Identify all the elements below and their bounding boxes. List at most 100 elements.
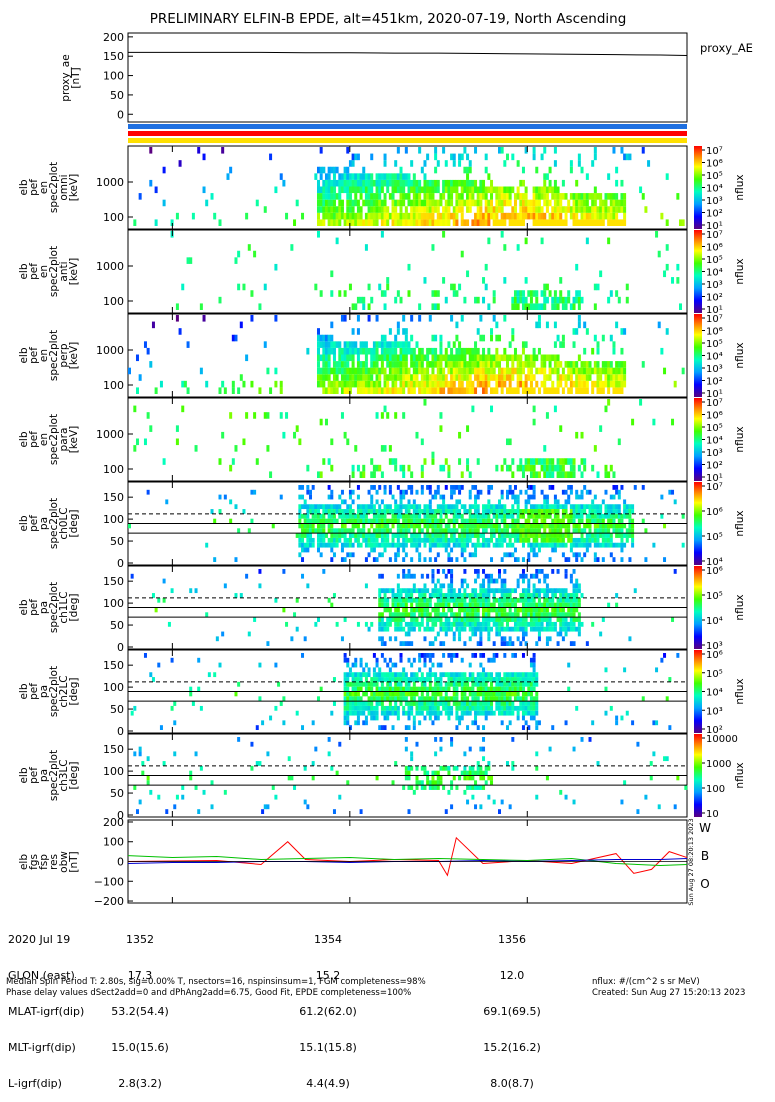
heatmap-cell bbox=[354, 672, 357, 677]
heatmap-cell bbox=[418, 528, 421, 533]
heatmap-cell bbox=[400, 514, 403, 519]
heatmap-cell bbox=[277, 682, 280, 687]
heatmap-cell bbox=[415, 213, 418, 220]
heatmap-cell bbox=[479, 677, 482, 682]
heatmap-cell bbox=[445, 612, 448, 617]
panel-frame bbox=[128, 230, 687, 313]
heatmap-cell bbox=[546, 219, 549, 226]
heatmap-cell bbox=[445, 598, 448, 603]
heatmap-cell bbox=[503, 608, 506, 613]
heatmap-cell bbox=[554, 538, 557, 543]
heatmap-cell bbox=[378, 627, 381, 632]
heatmap-cell bbox=[312, 509, 315, 514]
heatmap-cell bbox=[405, 598, 408, 603]
heatmap-cell bbox=[397, 290, 400, 297]
heatmap-cell bbox=[354, 538, 357, 543]
heatmap-cell bbox=[554, 504, 557, 509]
heatmap-cell bbox=[415, 200, 418, 207]
heatmap-cell bbox=[554, 341, 557, 348]
heatmap-cell bbox=[655, 231, 658, 238]
colorbar-label: nflux bbox=[734, 426, 746, 452]
heatmap-cell bbox=[509, 355, 512, 362]
heatmap-cell bbox=[205, 200, 208, 207]
heatmap-cell bbox=[381, 219, 384, 226]
heatmap-cell bbox=[413, 627, 416, 632]
heatmap-cell bbox=[266, 445, 269, 452]
heatmap-cell bbox=[349, 381, 352, 388]
heatmap-cell bbox=[357, 485, 360, 490]
heatmap-cell bbox=[423, 173, 426, 180]
heatmap-cell bbox=[602, 213, 605, 220]
heatmap-cell bbox=[469, 603, 472, 608]
heatmap-cell bbox=[477, 193, 480, 200]
heatmap-cell bbox=[487, 485, 490, 490]
heatmap-cell bbox=[381, 617, 384, 622]
heatmap-cell bbox=[453, 519, 456, 524]
heatmap-cell bbox=[498, 682, 501, 687]
heatmap-cell bbox=[538, 504, 541, 509]
heatmap-cell bbox=[463, 622, 466, 627]
heatmap-cell bbox=[562, 593, 565, 598]
heatmap-cell bbox=[455, 514, 458, 519]
heatmap-cell bbox=[567, 297, 570, 304]
heatmap-cell bbox=[498, 706, 501, 711]
heatmap-cell bbox=[511, 519, 514, 524]
heatmap-cell bbox=[447, 213, 450, 220]
heatmap-cell bbox=[402, 490, 405, 495]
heatmap-cell bbox=[418, 361, 421, 368]
heatmap-cell bbox=[615, 514, 618, 519]
heatmap-cell bbox=[431, 219, 434, 226]
heatmap-cell bbox=[493, 653, 496, 658]
heatmap-cell bbox=[381, 499, 384, 504]
heatmap-cell bbox=[533, 538, 536, 543]
heatmap-cell bbox=[538, 612, 541, 617]
heatmap-cell bbox=[463, 641, 466, 646]
heatmap-cell bbox=[575, 297, 578, 304]
heatmap-cell bbox=[400, 490, 403, 495]
heatmap-cell bbox=[533, 588, 536, 593]
heatmap-cell bbox=[482, 603, 485, 608]
heatmap-cell bbox=[405, 180, 408, 187]
heatmap-cell bbox=[245, 574, 248, 579]
heatmap-cell bbox=[447, 200, 450, 207]
heatmap-cell bbox=[596, 514, 599, 519]
heatmap-cell bbox=[479, 588, 482, 593]
heatmap-cell bbox=[274, 598, 277, 603]
heatmap-cell bbox=[570, 490, 573, 495]
heatmap-cell bbox=[389, 348, 392, 355]
heatmap-cell bbox=[596, 341, 599, 348]
heatmap-cell bbox=[682, 368, 685, 375]
heatmap-cell bbox=[463, 593, 466, 598]
heatmap-cell bbox=[455, 193, 458, 200]
heatmap-cell bbox=[562, 533, 565, 538]
heatmap-cell bbox=[389, 504, 392, 509]
heatmap-cell bbox=[418, 627, 421, 632]
heatmap-cell bbox=[317, 219, 320, 226]
heatmap-cell bbox=[421, 603, 424, 608]
heatmap-cell bbox=[394, 341, 397, 348]
heatmap-cell bbox=[474, 187, 477, 194]
heatmap-cell bbox=[389, 687, 392, 692]
heatmap-cell bbox=[317, 200, 320, 207]
heatmap-cell bbox=[517, 374, 520, 381]
heatmap-cell bbox=[583, 213, 586, 220]
heatmap-cell bbox=[362, 348, 365, 355]
heatmap-cell bbox=[535, 167, 538, 174]
heatmap-cell bbox=[200, 706, 203, 711]
heatmap-cell bbox=[376, 687, 379, 692]
heatmap-cell bbox=[344, 387, 347, 394]
heatmap-cell bbox=[338, 533, 341, 538]
heatmap-cell bbox=[506, 374, 509, 381]
heatmap-cell bbox=[599, 528, 602, 533]
heatmap-cell bbox=[596, 519, 599, 524]
heatmap-cell bbox=[485, 612, 488, 617]
heatmap-cell bbox=[530, 677, 533, 682]
heatmap-cell bbox=[533, 583, 536, 588]
heatmap-cell bbox=[565, 543, 568, 548]
heatmap-cell bbox=[392, 672, 395, 677]
heatmap-cell bbox=[610, 538, 613, 543]
heatmap-cell bbox=[485, 588, 488, 593]
heatmap-cell bbox=[578, 495, 581, 500]
heatmap-cell bbox=[594, 284, 597, 291]
heatmap-cell bbox=[525, 277, 528, 284]
